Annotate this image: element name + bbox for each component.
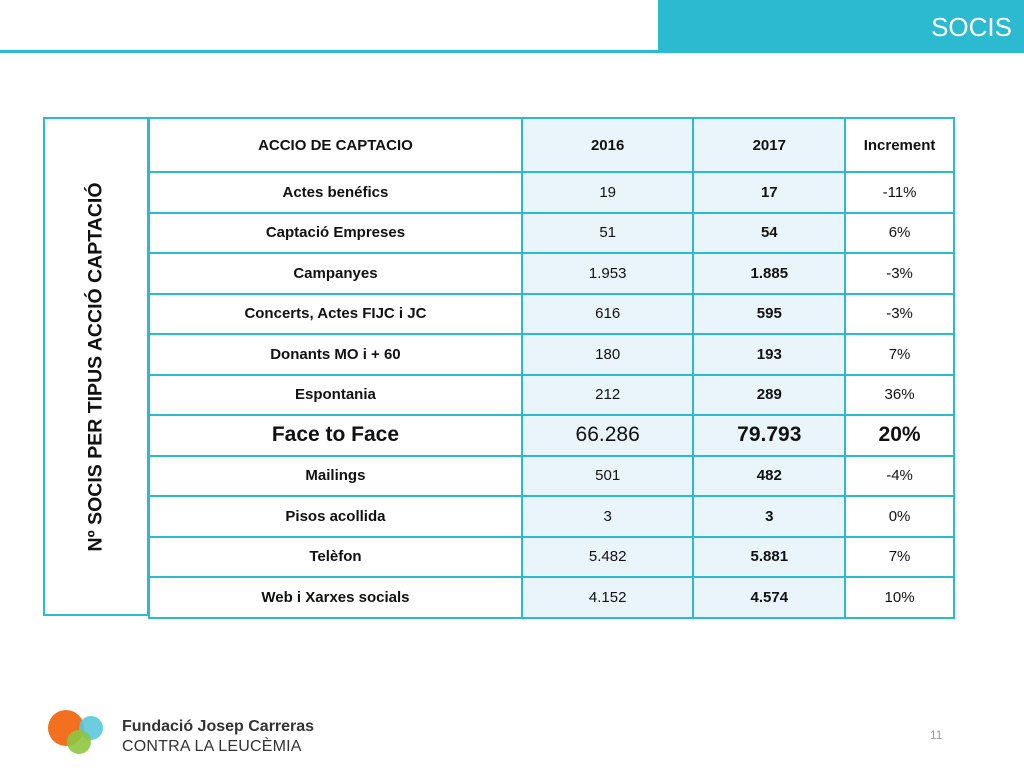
cell-value-2017: 193 xyxy=(692,333,847,376)
cell-value-2017: 79.793 xyxy=(692,414,847,457)
column-header-2017: 2017 xyxy=(692,117,847,173)
cell-value-2016: 51 xyxy=(520,211,695,254)
logo-green-circle xyxy=(67,730,91,754)
cell-action: Face to Face xyxy=(148,414,523,457)
cell-value-2017: 595 xyxy=(692,292,847,335)
fundacio-logo-icon xyxy=(48,710,103,754)
table-row: Telèfon 5.482 5.881 7% xyxy=(148,535,955,578)
cell-value-2016: 19 xyxy=(520,171,695,214)
cell-value-2017: 3 xyxy=(692,495,847,538)
cell-value-2016: 3 xyxy=(520,495,695,538)
cell-action: Captació Empreses xyxy=(148,211,523,254)
section-title: SOCIS xyxy=(931,12,1012,42)
cell-increment: 7% xyxy=(844,333,955,376)
cell-action: Campanyes xyxy=(148,252,523,295)
cell-increment: 20% xyxy=(844,414,955,457)
table-row: Donants MO i + 60 180 193 7% xyxy=(148,333,955,376)
cell-value-2017: 17 xyxy=(692,171,847,214)
section-header-tab: SOCIS xyxy=(658,0,1024,53)
cell-increment: 0% xyxy=(844,495,955,538)
table-body: Actes benéfics 19 17 -11% Captació Empreses 5… xyxy=(148,171,955,619)
cell-value-2017: 5.881 xyxy=(692,535,847,578)
cell-increment: 6% xyxy=(844,211,955,254)
table-side-header: Nº SOCIS PER TIPUS ACCIÓ CAPTACIÓ xyxy=(43,117,149,616)
cell-action: Mailings xyxy=(148,454,523,497)
cell-value-2016: 66.286 xyxy=(520,414,695,457)
cell-value-2016: 616 xyxy=(520,292,695,335)
members-by-action-table: ACCIO DE CAPTACIO 2016 2017 Increment Ac… xyxy=(148,117,955,619)
table-row: Face to Face 66.286 79.793 20% xyxy=(148,414,955,457)
header-divider-line xyxy=(0,50,660,53)
table-row: Concerts, Actes FIJC i JC 616 595 -3% xyxy=(148,292,955,335)
table-row: Web i Xarxes socials 4.152 4.574 10% xyxy=(148,576,955,619)
table-side-label: Nº SOCIS PER TIPUS ACCIÓ CAPTACIÓ xyxy=(84,182,107,551)
logo-name: Fundació Josep Carreras xyxy=(122,718,315,735)
logo-tagline: CONTRA LA LEUCÈMIA xyxy=(122,738,302,755)
cell-action: Espontania xyxy=(148,373,523,416)
cell-value-2016: 212 xyxy=(520,373,695,416)
cell-increment: -3% xyxy=(844,292,955,335)
cell-increment: -4% xyxy=(844,454,955,497)
cell-increment: 10% xyxy=(844,576,955,619)
cell-increment: -3% xyxy=(844,252,955,295)
cell-increment: 36% xyxy=(844,373,955,416)
cell-value-2016: 501 xyxy=(520,454,695,497)
cell-value-2016: 4.152 xyxy=(520,576,695,619)
table-row: Pisos acollida 3 3 0% xyxy=(148,495,955,538)
table-row: Actes benéfics 19 17 -11% xyxy=(148,171,955,214)
page-number: 11 xyxy=(930,728,943,742)
table-row: Espontania 212 289 36% xyxy=(148,373,955,416)
cell-value-2017: 1.885 xyxy=(692,252,847,295)
cell-value-2017: 289 xyxy=(692,373,847,416)
table-row: Captació Empreses 51 54 6% xyxy=(148,211,955,254)
column-header-action: ACCIO DE CAPTACIO xyxy=(148,117,523,173)
cell-action: Telèfon xyxy=(148,535,523,578)
cell-increment: 7% xyxy=(844,535,955,578)
cell-value-2017: 4.574 xyxy=(692,576,847,619)
cell-value-2017: 54 xyxy=(692,211,847,254)
cell-action: Donants MO i + 60 xyxy=(148,333,523,376)
table-row: Mailings 501 482 -4% xyxy=(148,454,955,497)
column-header-increment: Increment xyxy=(844,117,955,173)
cell-increment: -11% xyxy=(844,171,955,214)
cell-value-2016: 1.953 xyxy=(520,252,695,295)
table-header-row: ACCIO DE CAPTACIO 2016 2017 Increment xyxy=(148,117,955,173)
table-row: Campanyes 1.953 1.885 -3% xyxy=(148,252,955,295)
cell-action: Actes benéfics xyxy=(148,171,523,214)
cell-value-2017: 482 xyxy=(692,454,847,497)
cell-value-2016: 180 xyxy=(520,333,695,376)
cell-action: Web i Xarxes socials xyxy=(148,576,523,619)
cell-value-2016: 5.482 xyxy=(520,535,695,578)
cell-action: Concerts, Actes FIJC i JC xyxy=(148,292,523,335)
cell-action: Pisos acollida xyxy=(148,495,523,538)
column-header-2016: 2016 xyxy=(520,117,695,173)
